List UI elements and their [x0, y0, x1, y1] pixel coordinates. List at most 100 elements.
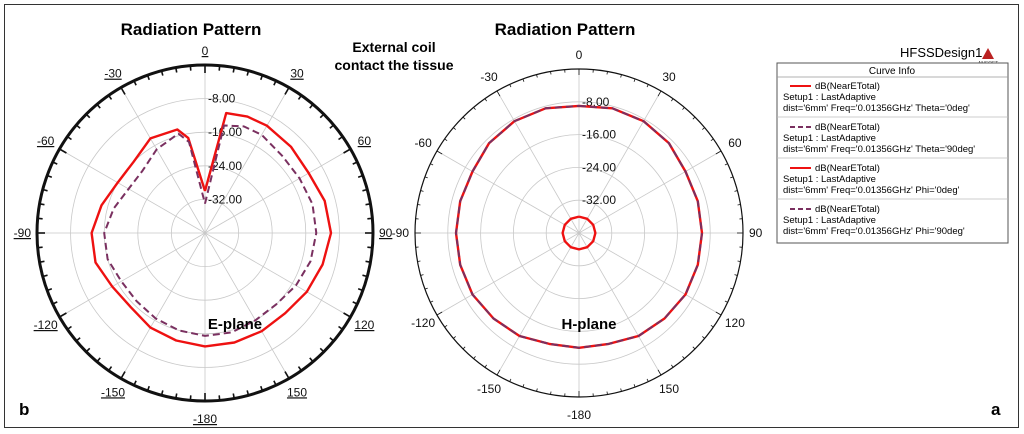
angle-tick-label: 30 — [290, 67, 304, 81]
angle-tick-label: -30 — [104, 67, 122, 81]
angle-tick — [682, 356, 684, 358]
legend-entry-text: dist='6mm' Freq='0.01356GHz' Theta='90de… — [783, 144, 975, 155]
angle-tick — [285, 372, 289, 379]
angle-tick — [658, 91, 661, 96]
angle-tick — [702, 336, 704, 338]
grid-spoke — [60, 233, 205, 317]
angle-tick — [437, 312, 442, 315]
legend-entry-text: dist='6mm' Freq='0.01356GHz' Phi='0deg' — [783, 185, 960, 196]
angle-tick — [497, 91, 500, 96]
angle-tick — [716, 312, 721, 315]
angle-tick-label: 150 — [659, 382, 679, 396]
angle-tick — [485, 365, 487, 367]
grid-spoke — [579, 233, 661, 375]
angle-tick — [320, 114, 324, 118]
angle-tick — [60, 149, 67, 153]
legend-entry-text: Setup1 : LastAdaptive — [783, 174, 876, 185]
chart-title: Radiation Pattern — [495, 20, 636, 39]
angle-tick-label: -30 — [480, 70, 498, 84]
legend-entry-text: dB(NearETotal) — [815, 204, 880, 215]
angle-tick — [647, 379, 648, 382]
angle-tick — [453, 336, 455, 338]
angle-tick — [417, 205, 420, 206]
angle-tick-label: 90 — [379, 226, 393, 240]
angle-tick — [523, 384, 524, 387]
angle-tick — [40, 204, 45, 205]
angle-tick — [86, 114, 90, 118]
angle-tick — [551, 71, 552, 74]
angle-tick — [366, 204, 371, 205]
angle-tick — [60, 313, 67, 317]
angle-tick-label: -180 — [567, 408, 591, 422]
angle-tick — [445, 139, 447, 141]
angle-tick — [634, 79, 635, 82]
angle-tick-label: -120 — [411, 316, 435, 330]
curve-info-legend: Curve Info dB(NearETotal)Setup1 : LastAd… — [777, 63, 1008, 243]
angle-tick — [233, 68, 234, 73]
angle-tick-label: -60 — [414, 136, 432, 150]
legend-entry-text: dB(NearETotal) — [815, 163, 880, 174]
legend-entry-text: dist='6mm' Freq='0.01356GHz' Phi='90deg' — [783, 226, 965, 237]
plane-label: H-plane — [561, 316, 616, 333]
angle-tick — [176, 68, 177, 73]
angle-tick-label: -60 — [37, 134, 55, 148]
angle-tick — [344, 149, 351, 153]
angle-tick — [121, 372, 125, 379]
angle-tick — [634, 384, 635, 387]
panel-letter-right: a — [991, 400, 1001, 419]
angle-tick — [702, 128, 704, 130]
radial-tick-label: -16.00 — [208, 125, 242, 139]
angle-tick-label: -90 — [14, 226, 32, 240]
angle-tick — [693, 347, 695, 349]
grid-spoke — [121, 233, 205, 378]
angle-tick — [607, 71, 608, 74]
angle-tick — [453, 128, 455, 130]
legend-entry-text: dB(NearETotal) — [815, 81, 880, 92]
panel-letter-left: b — [19, 400, 29, 419]
angle-tick — [523, 79, 524, 82]
legend-title: Curve Info — [869, 66, 916, 77]
angle-tick-label: 30 — [662, 70, 676, 84]
angle-tick — [445, 325, 447, 327]
angle-tick — [738, 261, 741, 262]
radial-tick-label: -24.00 — [582, 160, 616, 174]
angle-tick — [716, 151, 721, 154]
angle-tick — [430, 301, 433, 302]
angle-tick — [437, 151, 442, 154]
angle-tick-label: -120 — [34, 318, 58, 332]
angle-tick — [463, 347, 465, 349]
angle-tick-label: 60 — [728, 136, 742, 150]
angle-tick — [417, 261, 420, 262]
angle-tick — [121, 88, 125, 95]
ansoft-logo-icon — [982, 48, 994, 59]
angle-tick — [474, 107, 476, 109]
plane-label: E-plane — [208, 316, 262, 333]
angle-tick — [551, 392, 552, 395]
legend-entry-text: Setup1 : LastAdaptive — [783, 92, 876, 103]
angle-tick — [320, 348, 324, 352]
angle-tick — [430, 164, 433, 165]
chart-title: Radiation Pattern — [121, 20, 262, 39]
legend-entry-text: dB(NearETotal) — [815, 122, 880, 133]
angle-tick-label: 90 — [749, 226, 763, 240]
angle-tick — [285, 88, 289, 95]
angle-tick — [366, 261, 371, 262]
angle-tick — [40, 261, 45, 262]
radial-tick-label: -32.00 — [208, 192, 242, 206]
angle-tick — [671, 365, 673, 367]
angle-tick — [725, 164, 728, 165]
angle-tick-label: 120 — [725, 316, 745, 330]
grid-spoke — [497, 233, 579, 375]
radial-tick-label: -16.00 — [582, 128, 616, 142]
angle-tick — [510, 84, 511, 87]
angle-tick — [693, 117, 695, 119]
angle-tick — [607, 392, 608, 395]
angle-tick-label: 150 — [287, 385, 307, 399]
angle-tick — [176, 394, 177, 399]
angle-tick — [425, 288, 428, 289]
angle-tick-label: 120 — [354, 318, 374, 332]
angle-tick — [738, 205, 741, 206]
angle-tick — [463, 117, 465, 119]
angle-tick — [233, 394, 234, 399]
grid-spoke — [205, 233, 289, 378]
